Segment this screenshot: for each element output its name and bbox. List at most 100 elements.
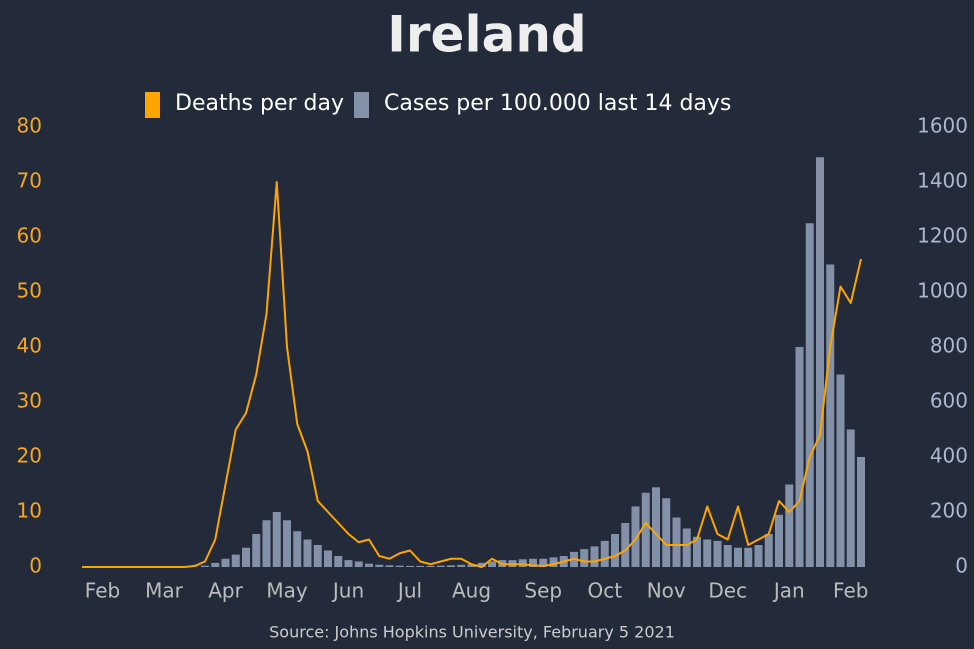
y-tick-label: 60: [17, 224, 42, 248]
bar: [344, 560, 353, 567]
bar: [385, 565, 394, 567]
source-note: Source: Johns Hopkins University, Februa…: [269, 623, 675, 642]
y2-tick-label: 200: [930, 499, 968, 523]
x-tick-label: Apr: [208, 579, 243, 603]
bar: [641, 492, 650, 567]
y2-tick-label: 1400: [917, 169, 968, 193]
x-tick-label: Feb: [833, 579, 868, 603]
y-tick-label: 50: [17, 279, 42, 303]
bar: [447, 565, 455, 567]
bar: [600, 540, 609, 567]
bar: [662, 498, 671, 567]
legend-swatch: [354, 92, 369, 118]
y2-tick-label: 1000: [917, 279, 968, 303]
bar: [846, 429, 855, 567]
line: [82, 181, 862, 568]
bar: [693, 536, 701, 567]
x-tick-label: Sep: [524, 579, 562, 603]
bar: [754, 545, 763, 567]
bar: [713, 540, 722, 567]
x-tick-label: Aug: [452, 579, 491, 603]
bar: [488, 561, 496, 567]
x-tick-label: Oct: [587, 579, 622, 603]
bar: [252, 534, 261, 567]
legend-swatch: [145, 92, 160, 118]
bar: [354, 561, 363, 567]
bar: [775, 514, 783, 567]
bar: [539, 558, 548, 567]
bar: [703, 539, 712, 567]
bar: [416, 565, 425, 567]
bar: [313, 545, 322, 567]
bar: [580, 549, 589, 567]
bar: [395, 565, 404, 567]
bar: [836, 374, 845, 567]
bar: [457, 564, 466, 567]
bar: [723, 545, 732, 567]
x-tick-label: Jan: [772, 579, 805, 603]
y-tick-label: 10: [17, 499, 42, 523]
bar: [621, 523, 630, 567]
legend-label: Deaths per day: [175, 91, 344, 116]
bar: [857, 457, 865, 567]
bar: [231, 554, 240, 567]
bar: [672, 517, 681, 567]
bar: [764, 534, 773, 567]
y-tick-label: 70: [17, 169, 42, 193]
y2-tick-label: 0: [955, 554, 968, 578]
x-tick-label: Feb: [85, 579, 120, 603]
y2-tick-label: 400: [930, 444, 968, 468]
bar: [293, 531, 302, 567]
bar: [549, 557, 558, 567]
bar: [734, 547, 742, 567]
x-tick-label: May: [266, 579, 308, 603]
bar: [590, 546, 599, 567]
bar: [406, 565, 414, 567]
bar: [805, 223, 814, 567]
bar: [518, 559, 527, 567]
y2-tick-label: 1200: [917, 224, 968, 248]
chart-title: Ireland: [387, 6, 586, 64]
y2-tick-label: 1600: [917, 114, 968, 138]
y-tick-label: 80: [17, 114, 42, 138]
bar: [477, 562, 486, 567]
bar: [262, 520, 271, 567]
x-tick-label: Dec: [708, 579, 747, 603]
y2-tick-label: 800: [930, 334, 968, 358]
x-tick-label: Nov: [647, 579, 686, 603]
bar: [375, 564, 384, 567]
bar: [611, 534, 619, 567]
bar: [334, 556, 343, 567]
bar: [211, 562, 220, 567]
bar: [436, 565, 445, 567]
x-tick-label: Jun: [331, 579, 364, 603]
bar: [283, 520, 291, 567]
bar: [816, 157, 824, 567]
x-tick-label: Mar: [145, 579, 184, 603]
x-tick-label: Jul: [396, 579, 422, 603]
bar: [324, 550, 332, 567]
bar: [631, 506, 640, 567]
bar: [221, 558, 230, 567]
bar: [826, 264, 835, 567]
bar: [242, 547, 250, 567]
y-tick-label: 30: [17, 389, 42, 413]
bar: [365, 563, 373, 567]
y2-tick-label: 600: [930, 389, 968, 413]
bar: [744, 547, 753, 567]
y-tick-label: 20: [17, 444, 42, 468]
y-tick-label: 0: [29, 554, 42, 578]
y-tick-label: 40: [17, 334, 42, 358]
bar: [652, 487, 660, 567]
bar: [303, 539, 312, 567]
bar: [272, 512, 281, 567]
bar: [785, 484, 794, 567]
bar: [682, 528, 691, 567]
bar: [529, 558, 537, 567]
bar: [467, 564, 476, 567]
bar: [201, 565, 209, 567]
bar: [426, 565, 435, 567]
legend-label: Cases per 100.000 last 14 days: [384, 91, 731, 116]
bar: [795, 347, 804, 567]
